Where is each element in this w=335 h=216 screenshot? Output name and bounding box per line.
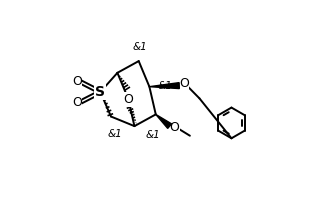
Text: &1: &1: [132, 42, 147, 52]
Text: &1: &1: [108, 129, 123, 139]
Text: O: O: [72, 96, 82, 109]
Text: &1: &1: [145, 130, 160, 140]
Text: O: O: [72, 75, 82, 88]
Text: O: O: [170, 121, 179, 134]
Text: O: O: [179, 77, 189, 91]
Text: S: S: [95, 85, 105, 99]
Polygon shape: [149, 83, 179, 89]
Polygon shape: [156, 114, 172, 128]
Text: &1: &1: [158, 81, 173, 91]
Text: O: O: [123, 93, 133, 106]
